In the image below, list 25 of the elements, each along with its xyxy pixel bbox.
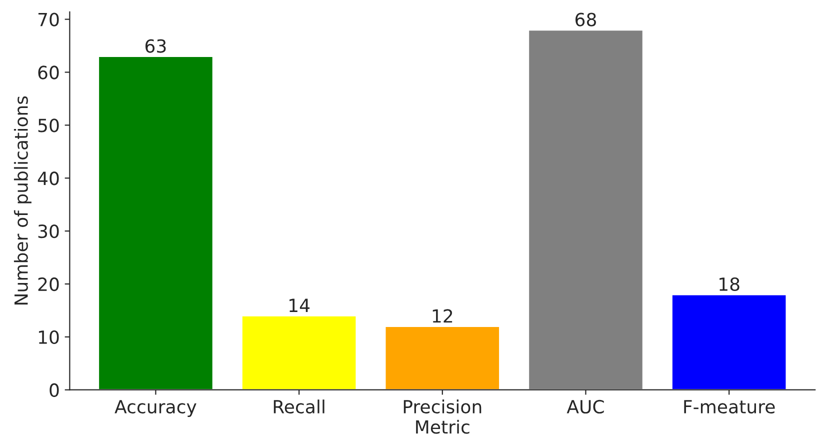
x-tick-label: AUC (566, 400, 604, 414)
x-tick-label: F-meature (684, 400, 775, 414)
x-tick-label: Accuracy (114, 400, 196, 418)
y-axis-title: Number of publications (14, 96, 32, 304)
y-tick-label: 10 (38, 330, 59, 344)
y-tick-label: 0 (50, 383, 59, 397)
bar (671, 294, 788, 390)
y-tick-label: 60 (38, 66, 59, 80)
data-label: 18 (720, 277, 740, 292)
bar (241, 315, 358, 390)
data-label: 63 (145, 39, 166, 53)
x-tick-label: Recall (274, 400, 324, 414)
y-tick-label: 30 (38, 224, 59, 238)
data-label: 68 (576, 12, 596, 26)
data-label: 12 (432, 309, 452, 323)
y-tick-label: 20 (38, 277, 59, 292)
bar (528, 29, 644, 390)
y-tick-label: 50 (38, 118, 59, 132)
x-axis-title: Metric (416, 420, 470, 434)
y-tick-label: 40 (38, 172, 59, 186)
x-tick-label: Precision (404, 400, 482, 414)
bar (384, 326, 500, 390)
bar (98, 56, 214, 390)
y-tick-label: 70 (38, 12, 59, 26)
data-label: 14 (290, 298, 310, 312)
